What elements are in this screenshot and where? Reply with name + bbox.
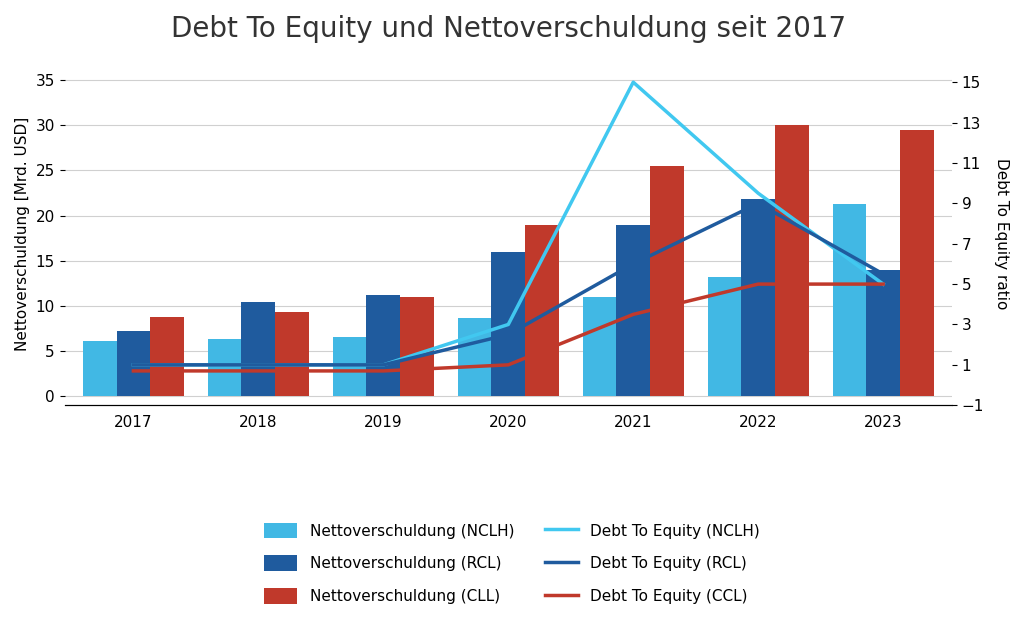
Bar	[583, 297, 616, 396]
Bar	[208, 339, 242, 396]
Bar	[616, 224, 650, 396]
Bar	[333, 337, 367, 396]
Bar	[458, 318, 492, 396]
Bar	[708, 277, 741, 396]
Bar	[492, 252, 525, 396]
Bar	[833, 204, 866, 396]
Bar	[400, 297, 434, 396]
Bar	[525, 224, 559, 396]
Bar	[866, 269, 900, 396]
Legend: Nettoverschuldung (NCLH), Nettoverschuldung (RCL), Nettoverschuldung (CLL), Debt: Nettoverschuldung (NCLH), Nettoverschuld…	[258, 517, 766, 611]
Bar	[117, 331, 151, 396]
Y-axis label: Debt To Equity ratio: Debt To Equity ratio	[994, 158, 1009, 309]
Bar	[900, 130, 934, 396]
Title: Debt To Equity und Nettoverschuldung seit 2017: Debt To Equity und Nettoverschuldung sei…	[171, 15, 846, 43]
Bar	[275, 312, 309, 396]
Bar	[367, 295, 400, 396]
Bar	[775, 125, 809, 396]
Bar	[151, 316, 184, 396]
Bar	[650, 166, 684, 396]
Bar	[242, 302, 275, 396]
Bar	[741, 199, 775, 396]
Bar	[83, 341, 117, 396]
Y-axis label: Nettoverschuldung [Mrd. USD]: Nettoverschuldung [Mrd. USD]	[15, 117, 30, 351]
